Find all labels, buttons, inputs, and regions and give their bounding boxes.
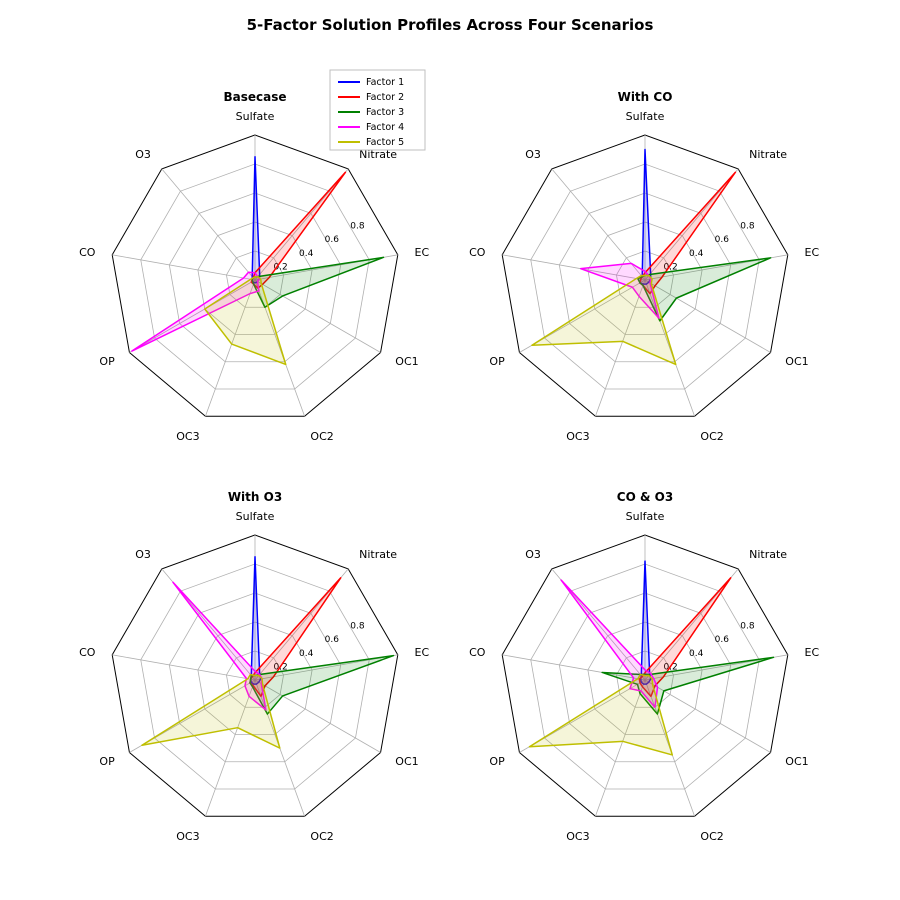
factor-series: [640, 150, 651, 285]
axis-label: CO: [79, 246, 96, 259]
main-title: 5-Factor Solution Profiles Across Four S…: [247, 16, 654, 34]
axis-label: OC1: [785, 755, 808, 768]
legend-label: Factor 3: [366, 107, 404, 118]
factor-series: [529, 674, 672, 754]
rtick-label: 0.8: [740, 222, 755, 232]
axis-label: OP: [99, 755, 115, 768]
axis-label: OC3: [176, 430, 199, 443]
axis-label: CO: [79, 646, 96, 659]
rtick-label: 0.8: [350, 622, 365, 632]
axis-label: OP: [99, 355, 115, 368]
axis-label: Nitrate: [749, 548, 787, 561]
axis-label: OC1: [395, 755, 418, 768]
legend-label: Factor 5: [366, 137, 404, 148]
rtick-label: 0.8: [740, 622, 755, 632]
radar-spoke: [112, 255, 255, 280]
radar-panel: SulfateO3COOPOC3OC2OC1ECNitrate0.20.40.6…: [79, 490, 429, 843]
axis-label: CO: [469, 246, 486, 259]
legend: Factor 1 Factor 2 Factor 3 Factor 4 Factor 5: [330, 70, 425, 150]
axis-label: EC: [805, 646, 820, 659]
legend-label: Factor 4: [366, 122, 404, 133]
axis-label: OP: [489, 355, 505, 368]
rtick-label: 0.6: [325, 235, 340, 245]
axis-label: CO: [469, 646, 486, 659]
axis-label: EC: [805, 246, 820, 259]
axis-label: O3: [525, 148, 541, 161]
axis-label: OP: [489, 755, 505, 768]
radar-panel: SulfateO3COOPOC3OC2OC1ECNitrate0.20.40.6…: [469, 90, 819, 443]
rtick-label: 0.6: [715, 235, 730, 245]
factor-series: [251, 557, 261, 684]
axis-label: Sulfate: [626, 110, 665, 123]
panel-title: With O3: [228, 490, 282, 504]
axis-label: OC3: [176, 830, 199, 843]
axis-label: O3: [525, 548, 541, 561]
axis-label: Sulfate: [236, 110, 275, 123]
axis-label: OC2: [310, 830, 333, 843]
figure: 5-Factor Solution Profiles Across Four S…: [0, 0, 900, 900]
panel-title: CO & O3: [617, 490, 673, 504]
axis-label: Nitrate: [749, 148, 787, 161]
panel-title: Basecase: [223, 90, 286, 104]
rtick-label: 0.4: [689, 649, 704, 659]
factor-series: [252, 157, 260, 283]
axis-label: EC: [415, 246, 430, 259]
axis-label: OC2: [310, 430, 333, 443]
rtick-label: 0.4: [299, 249, 314, 259]
radar-panel: SulfateO3COOPOC3OC2OC1ECNitrate0.20.40.6…: [469, 490, 819, 843]
rtick-label: 0.4: [299, 649, 314, 659]
axis-label: EC: [415, 646, 430, 659]
axis-label: OC2: [700, 830, 723, 843]
radar-spoke: [162, 169, 255, 280]
rtick-label: 0.6: [325, 635, 340, 645]
rtick-label: 0.8: [350, 222, 365, 232]
factor-series: [142, 674, 280, 748]
legend-label: Factor 1: [366, 77, 404, 88]
axis-label: Sulfate: [626, 510, 665, 523]
axis-label: OC3: [566, 430, 589, 443]
axis-label: Nitrate: [359, 548, 397, 561]
panel-title: With CO: [618, 90, 673, 104]
rtick-label: 0.6: [715, 635, 730, 645]
rtick-label: 0.4: [689, 249, 704, 259]
axis-label: OC2: [700, 430, 723, 443]
axis-label: OC1: [395, 355, 418, 368]
axis-label: OC3: [566, 830, 589, 843]
axis-label: O3: [135, 548, 151, 561]
axis-label: O3: [135, 148, 151, 161]
axis-label: OC1: [785, 355, 808, 368]
legend-label: Factor 2: [366, 92, 404, 103]
axis-label: Sulfate: [236, 510, 275, 523]
